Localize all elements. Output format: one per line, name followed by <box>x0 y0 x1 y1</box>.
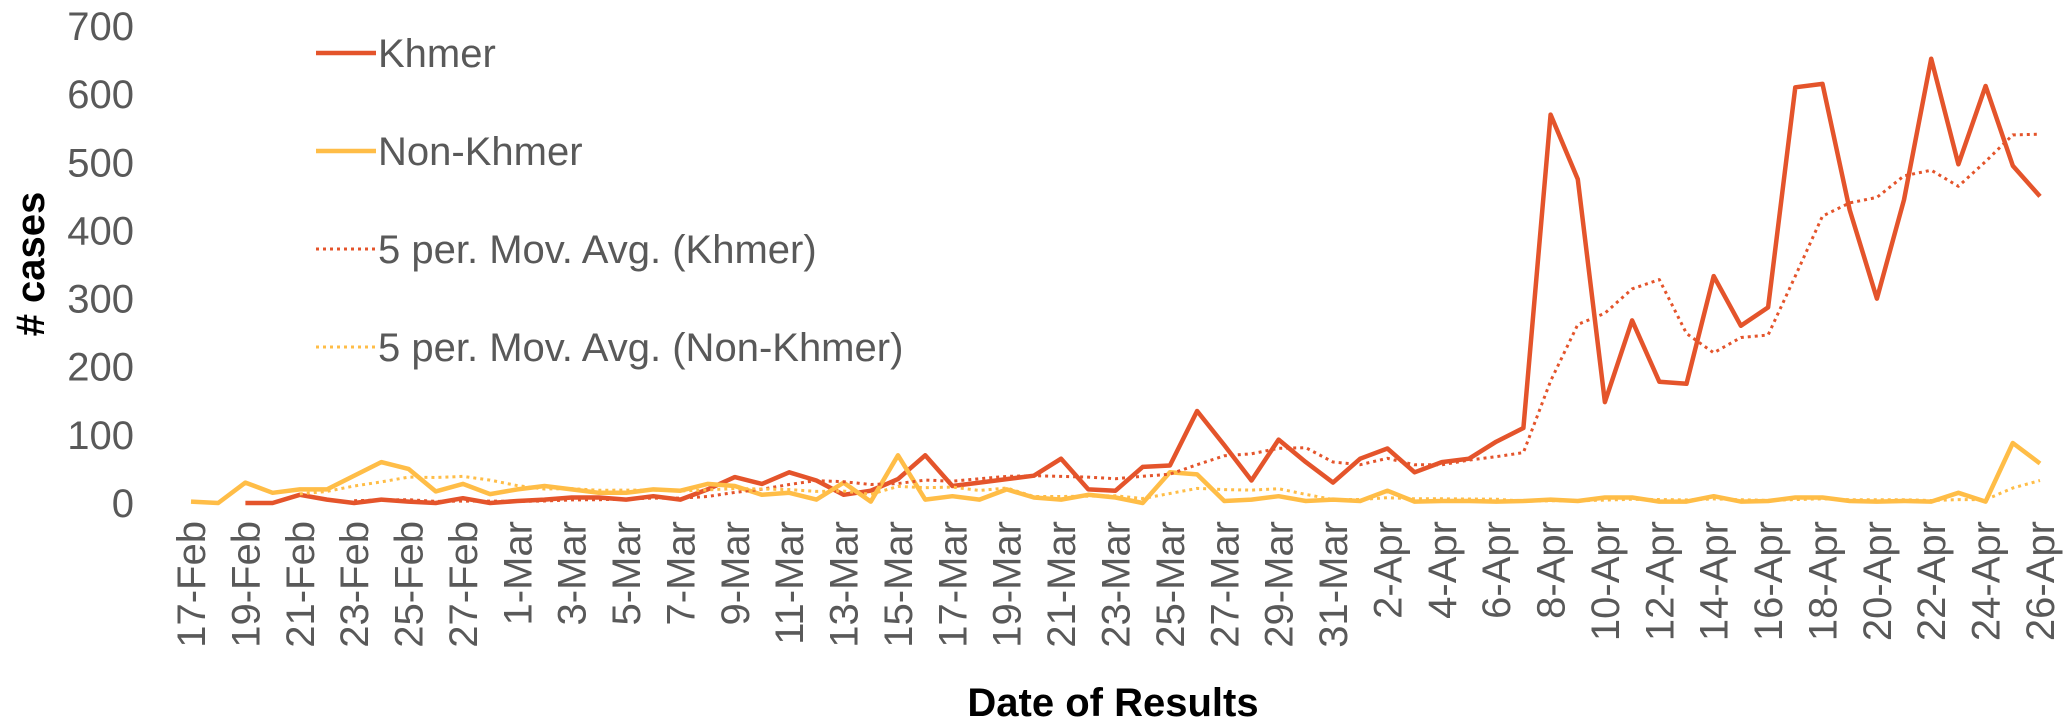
x-tick-label: 3-Mar <box>551 521 595 625</box>
x-tick-label: 18-Apr <box>1801 521 1845 641</box>
x-tick-label: 16-Apr <box>1747 521 1791 641</box>
x-tick-label: 20-Apr <box>1856 521 1900 641</box>
y-tick-label: 200 <box>67 346 134 390</box>
x-tick-label: 7-Mar <box>659 521 703 625</box>
x-tick-label: 26-Apr <box>2019 521 2063 641</box>
series-line <box>354 132 2041 503</box>
x-tick-label: 19-Mar <box>986 521 1030 648</box>
x-tick-label: 5-Mar <box>605 521 649 625</box>
x-tick-label: 17-Feb <box>170 521 214 648</box>
x-tick-label: 6-Apr <box>1475 521 1519 619</box>
x-axis-title: Date of Results <box>967 681 1258 722</box>
x-tick-label: 24-Apr <box>1965 521 2009 641</box>
y-tick-label: 600 <box>67 73 134 117</box>
x-tick-label: 17-Mar <box>931 521 975 648</box>
legend-label: 5 per. Mov. Avg. (Khmer) <box>378 228 817 272</box>
y-tick-label: 100 <box>67 414 134 458</box>
x-tick-label: 22-Apr <box>1910 521 1954 641</box>
x-tick-label: 4-Apr <box>1421 521 1465 619</box>
series-line <box>190 440 2042 506</box>
x-tick-label: 23-Feb <box>333 521 377 648</box>
y-tick-label: 400 <box>67 209 134 253</box>
x-tick-label: 1-Mar <box>496 521 540 625</box>
x-tick-label: 19-Feb <box>224 521 268 648</box>
series-line <box>245 56 2042 506</box>
x-tick-label: 2-Apr <box>1366 521 1410 619</box>
x-tick-label: 9-Mar <box>714 521 758 625</box>
x-tick-label: 12-Apr <box>1638 521 1682 641</box>
x-tick-label: 14-Apr <box>1693 521 1737 641</box>
legend-label: Khmer <box>378 32 496 76</box>
x-tick-label: 27-Feb <box>442 521 486 648</box>
x-tick-label: 15-Mar <box>877 521 921 648</box>
x-tick-label: 8-Apr <box>1530 521 1574 619</box>
x-tick-label: 27-Mar <box>1203 521 1247 648</box>
y-tick-label: 500 <box>67 141 134 185</box>
x-tick-label: 13-Mar <box>823 521 867 648</box>
x-tick-label: 21-Feb <box>279 521 323 648</box>
x-tick-label: 11-Mar <box>768 521 812 645</box>
y-tick-label: 700 <box>67 5 134 49</box>
x-tick-label: 23-Mar <box>1095 521 1139 648</box>
y-tick-label: 300 <box>67 278 134 322</box>
x-tick-label: 21-Mar <box>1040 521 1084 648</box>
x-tick-label: 31-Mar <box>1312 521 1356 648</box>
x-tick-label: 29-Mar <box>1258 521 1302 648</box>
x-tick-label: 25-Mar <box>1149 521 1193 648</box>
y-axis-title: # cases <box>9 192 53 337</box>
legend-label: Non-Khmer <box>378 130 583 174</box>
y-tick-label: 0 <box>112 482 134 526</box>
series-line <box>299 474 2041 503</box>
x-tick-label: 10-Apr <box>1584 521 1628 641</box>
x-tick-label: 25-Feb <box>388 521 432 648</box>
legend-label: 5 per. Mov. Avg. (Non-Khmer) <box>378 326 903 370</box>
